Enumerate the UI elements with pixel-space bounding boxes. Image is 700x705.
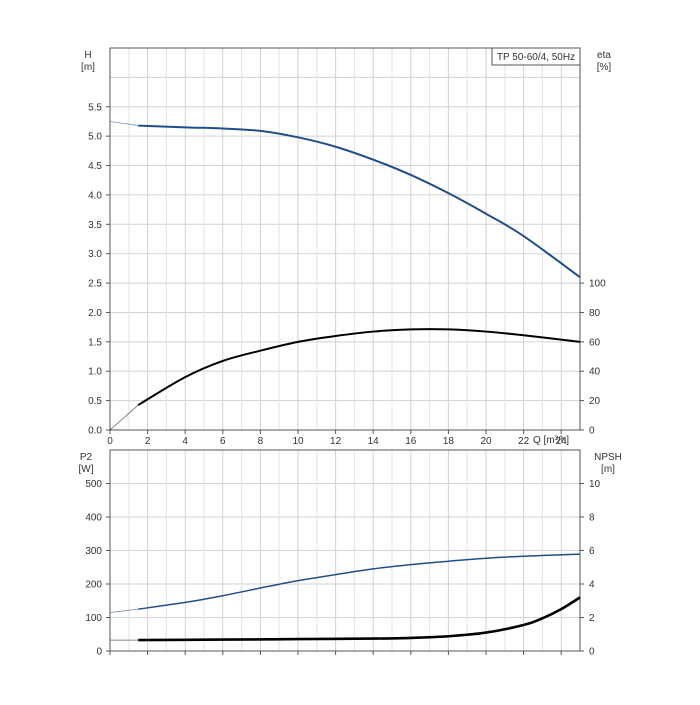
bottom-chart-ticks: 0 100 200 300 400 500 0 2 4 6 8 10 <box>85 479 600 658</box>
q-tick-label: 0 <box>107 436 113 447</box>
q-tick-label: 6 <box>220 436 226 447</box>
bottom-chart-series <box>109 553 581 642</box>
head-tick-label: 1.5 <box>88 337 102 348</box>
npsh-tick-label: 4 <box>589 580 595 591</box>
head-tick-label: 2.5 <box>88 279 102 290</box>
power-tick-label: 200 <box>85 580 102 591</box>
q-tick-label: 22 <box>518 436 530 447</box>
efficiency-curve <box>137 328 581 406</box>
eta-tick-label: 60 <box>589 337 601 348</box>
eta-tick-label: 100 <box>589 279 606 290</box>
eta-tick-label: 20 <box>589 396 601 407</box>
q-tick-label: 20 <box>480 436 492 447</box>
q-tick-label: 4 <box>182 436 188 447</box>
q-tick-label: 18 <box>443 436 455 447</box>
power-curve-extension <box>109 608 139 613</box>
top-plot-frame <box>109 47 581 431</box>
npsh-axis-unit: [m] <box>601 464 615 475</box>
npsh-curve <box>138 596 581 642</box>
eta-tick-label: 40 <box>589 367 601 378</box>
npsh-tick-label: 0 <box>589 647 595 658</box>
head-tick-label: 5.5 <box>88 102 102 113</box>
chart-title-box <box>491 47 581 66</box>
head-tick-label: 4.0 <box>88 190 102 201</box>
npsh-axis-label: NPSH <box>594 452 622 463</box>
power-tick-label: 500 <box>85 479 102 490</box>
top-chart-ticks: 0.00.51.01.52.02.53.03.54.04.55.05.50204… <box>88 102 606 447</box>
head-tick-label: 0.5 <box>88 396 102 407</box>
head-tick-label: 1.0 <box>88 367 102 378</box>
npsh-tick-label: 8 <box>589 513 595 524</box>
power-tick-label: 300 <box>85 546 102 557</box>
eta-axis-label: eta <box>597 50 611 61</box>
head-tick-label: 3.0 <box>88 249 102 260</box>
power-axis-label: P2 <box>80 452 93 463</box>
q-tick-label: 14 <box>368 436 380 447</box>
npsh-tick-label: 2 <box>589 613 595 624</box>
eta-tick-label: 80 <box>589 308 601 319</box>
head-efficiency-chart: H [m] eta [%] TP 50-60/4, 50Hz Q [m³/h] … <box>81 47 612 447</box>
bottom-chart-grid <box>110 450 580 651</box>
q-tick-label: 10 <box>292 436 304 447</box>
head-tick-label: 4.5 <box>88 161 102 172</box>
eta-tick-label: 0 <box>589 426 595 437</box>
q-tick-label: 12 <box>330 436 342 447</box>
power-tick-label: 100 <box>85 613 102 624</box>
head-tick-label: 0.0 <box>88 426 102 437</box>
top-chart-series <box>109 121 581 431</box>
q-tick-label: 2 <box>145 436 151 447</box>
x-axis-label: Q [m³/h] <box>533 435 569 446</box>
power-tick-label: 400 <box>85 513 102 524</box>
npsh-tick-label: 6 <box>589 546 595 557</box>
power-curve <box>138 553 581 610</box>
eta-axis-unit: [%] <box>597 62 612 73</box>
head-axis-unit: [m] <box>81 62 95 73</box>
power-npsh-chart: P2 [W] NPSH [m] 0 100 200 300 400 500 0 2 4 6 8 10 <box>79 449 622 658</box>
head-axis-label: H <box>84 50 91 61</box>
power-axis-unit: [W] <box>79 464 94 475</box>
head-tick-label: 3.5 <box>88 220 102 231</box>
head-curve-extension <box>109 121 139 126</box>
head-curve <box>138 124 581 279</box>
top-chart-grid <box>110 48 580 430</box>
power-tick-label: 0 <box>96 647 102 658</box>
efficiency-curve-extension <box>109 404 139 431</box>
chart-title: TP 50-60/4, 50Hz <box>497 52 575 63</box>
npsh-tick-label: 10 <box>589 479 601 490</box>
q-tick-label: 24 <box>556 436 568 447</box>
q-tick-label: 16 <box>405 436 417 447</box>
head-tick-label: 5.0 <box>88 132 102 143</box>
head-tick-label: 2.0 <box>88 308 102 319</box>
q-tick-label: 8 <box>258 436 264 447</box>
